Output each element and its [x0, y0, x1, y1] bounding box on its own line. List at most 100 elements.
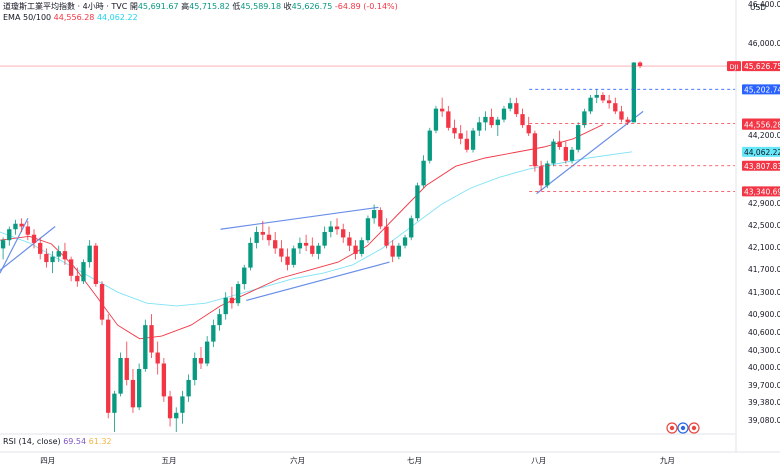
candle: [180, 390, 185, 424]
candle: [520, 108, 525, 128]
candle-body: [557, 141, 562, 148]
candle-body: [242, 267, 247, 285]
open-value: 45,691.67: [137, 2, 179, 11]
candle-body: [477, 122, 482, 131]
candle: [273, 231, 278, 254]
candle-body: [569, 149, 575, 161]
y-tick-label: 40,300.00: [748, 346, 780, 355]
candle-body: [130, 379, 136, 408]
y-tick-label: 42,500.00: [748, 221, 780, 230]
candle: [545, 160, 550, 189]
candle-body: [359, 240, 364, 254]
high-label: 高: [181, 2, 190, 11]
candle-body: [501, 108, 507, 120]
candle: [211, 319, 216, 348]
candle: [7, 226, 12, 246]
event-flag-dot: [680, 425, 686, 431]
candle: [136, 363, 142, 411]
candle: [371, 204, 377, 224]
candle-body: [229, 297, 235, 304]
candle-body: [384, 226, 389, 246]
candle-body: [439, 108, 445, 112]
candle: [167, 390, 173, 427]
event-flag-dot: [691, 425, 697, 431]
candle-body: [508, 103, 513, 109]
candle: [260, 221, 265, 241]
candle: [569, 147, 575, 164]
candle-body: [118, 358, 123, 394]
candle: [38, 237, 43, 260]
price-label: 43,340.69: [744, 187, 780, 196]
candle-body: [99, 284, 105, 320]
y-tick-label: 40,600.00: [748, 328, 780, 337]
candle-body: [75, 275, 80, 282]
candle: [217, 308, 222, 331]
trendline: [536, 110, 644, 195]
candle: [0, 237, 6, 260]
ema-legend[interactable]: EMA 50/100 44,556.28 44,062.22: [3, 13, 138, 23]
candle-body: [421, 160, 426, 186]
candle-body: [112, 393, 117, 413]
candle: [254, 226, 259, 249]
candle-body: [563, 147, 568, 161]
candle: [303, 234, 309, 252]
candle: [328, 221, 334, 238]
candle-body: [433, 108, 439, 131]
currency-label: USD: [750, 3, 766, 12]
candle-body: [186, 379, 191, 397]
price-label-box: [742, 160, 780, 171]
candle-body: [62, 251, 68, 260]
trendline: [246, 261, 390, 302]
close-label: 收: [283, 2, 292, 11]
candle-body: [402, 237, 408, 246]
candle-body: [334, 226, 340, 230]
candle-body: [470, 130, 476, 150]
ema100-line: [0, 151, 633, 307]
candle-body: [167, 396, 173, 419]
candle: [75, 267, 80, 287]
candle: [316, 242, 321, 260]
event-flag-dot: [669, 425, 675, 431]
candle-body: [538, 166, 544, 186]
candle-body: [143, 325, 148, 369]
candle-body: [248, 242, 253, 268]
ema-label: EMA 50/100: [3, 13, 52, 22]
candle-body: [0, 240, 6, 249]
candle-body: [619, 111, 624, 120]
candle: [409, 215, 414, 241]
candle-body: [50, 256, 55, 263]
candle: [87, 240, 92, 268]
candle-body: [464, 138, 470, 150]
candle-body: [594, 94, 599, 98]
candle: [470, 127, 476, 153]
high-value: 45,715.82: [189, 2, 230, 11]
candle-body: [204, 341, 210, 364]
candle-body: [124, 358, 129, 380]
rsi-legend[interactable]: RSI (14, close) 69.54 61.32: [3, 437, 112, 447]
candle: [600, 92, 606, 104]
candle: [359, 237, 364, 257]
candle-body: [347, 237, 352, 246]
y-tick-label: 40,000.00: [748, 363, 780, 372]
candle-body: [106, 319, 111, 413]
candle-body: [68, 259, 74, 276]
candle: [501, 105, 507, 123]
price-label-box: [742, 61, 780, 72]
candle-body: [56, 251, 61, 257]
y-tick-label: 42,900.00: [748, 199, 780, 208]
y-tick-label: 39,700.00: [748, 381, 780, 390]
candle: [310, 237, 315, 257]
low-value: 45,589.18: [240, 2, 282, 11]
ema50-line: [0, 124, 603, 340]
candle-body: [328, 226, 334, 232]
candle: [415, 182, 420, 221]
candle: [458, 125, 463, 145]
candle: [81, 259, 86, 285]
rsi-value-2: 61.32: [88, 437, 112, 446]
symbol-title[interactable]: 道瓊斯工業平均指數 · 4小時 · TVC: [3, 2, 128, 11]
candle-body: [136, 368, 142, 408]
candle-body: [266, 234, 272, 241]
candle: [341, 223, 346, 243]
candle-body: [260, 231, 265, 235]
